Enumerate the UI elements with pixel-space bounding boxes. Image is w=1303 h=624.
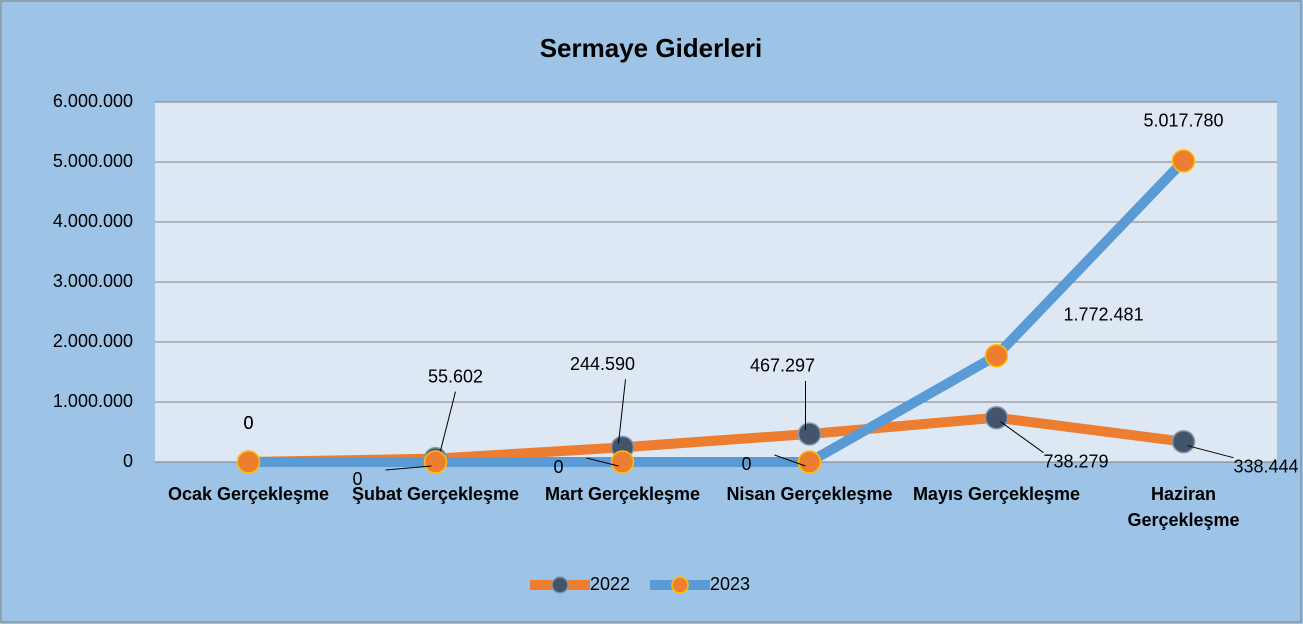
y-tick-label: 2.000.000 [53, 331, 133, 351]
x-tick-label: Mart Gerçekleşme [544, 484, 701, 504]
y-tick-label: 1.000.000 [53, 391, 133, 411]
data-label: 338.444 [1234, 456, 1299, 476]
leader-line [385, 465, 432, 471]
leader-line [618, 379, 626, 444]
marker [423, 450, 448, 474]
data-label: 55.602 [428, 366, 483, 386]
x-tick-label: Şubat Gerçekleşme [351, 484, 520, 504]
x-tick-label: Ocak Gerçekleşme [167, 484, 330, 504]
marker [797, 422, 822, 446]
legend-label: 2023 [710, 574, 750, 594]
marker [610, 450, 635, 474]
marker [1171, 429, 1196, 454]
legend-marker [551, 576, 569, 594]
data-label: 0 [741, 454, 751, 474]
y-tick-label: 6.000.000 [53, 91, 133, 111]
y-tick-label: 3.000.000 [53, 271, 133, 291]
series-line [243, 155, 1189, 467]
data-label: 467.297 [750, 356, 815, 376]
legend-marker [671, 576, 689, 594]
chart-title: Sermaye Giderleri [540, 33, 763, 63]
legend-label: 2022 [590, 574, 630, 594]
y-tick-label: 4.000.000 [53, 211, 133, 231]
leader-line [1000, 421, 1044, 454]
x-tick-label: Haziran Gerçekleşme [1127, 484, 1240, 530]
data-label: 0 [553, 457, 563, 477]
data-label: 0 [352, 469, 362, 489]
data-label: 1.772.481 [1064, 304, 1144, 324]
data-label: 738.279 [1044, 451, 1109, 471]
x-tick-label: Nisan Gerçekleşme [726, 484, 893, 504]
data-label: 0 [243, 413, 253, 433]
leader-line [586, 457, 619, 467]
data-label: 0 [243, 413, 253, 433]
x-tick-label: Mayıs Gerçekleşme [912, 484, 1081, 504]
data-label: 244.590 [570, 354, 635, 374]
marker [984, 405, 1009, 430]
marker [1171, 149, 1196, 173]
marker [236, 450, 261, 474]
leader-line [774, 454, 806, 467]
data-label: 5.017.780 [1143, 111, 1223, 131]
y-tick-label: 5.000.000 [53, 151, 133, 171]
leader-line [1187, 445, 1234, 459]
y-tick-label: 0 [123, 451, 133, 471]
marker [984, 343, 1009, 368]
leader-line [439, 391, 456, 455]
marker [797, 450, 822, 474]
